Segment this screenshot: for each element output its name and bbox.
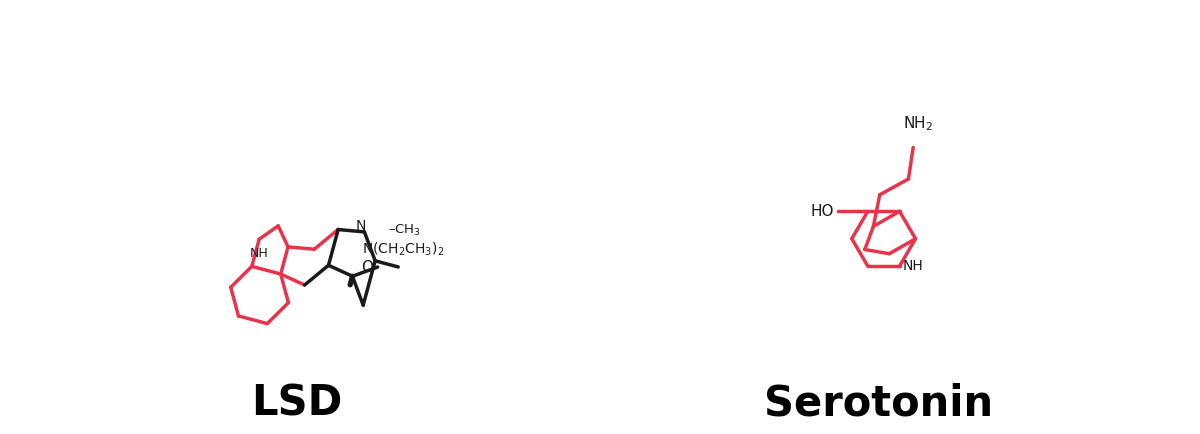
Text: O: O bbox=[361, 260, 373, 275]
Text: NH$_2$: NH$_2$ bbox=[904, 114, 934, 132]
Text: N: N bbox=[356, 219, 366, 233]
Text: HO: HO bbox=[811, 204, 834, 219]
Text: –CH$_3$: –CH$_3$ bbox=[388, 223, 421, 238]
Text: Serotonin: Serotonin bbox=[764, 383, 994, 424]
Text: N(CH$_2$CH$_3$)$_2$: N(CH$_2$CH$_3$)$_2$ bbox=[362, 241, 444, 258]
Text: LSD: LSD bbox=[251, 383, 342, 424]
Text: NH: NH bbox=[250, 247, 269, 260]
Text: NH: NH bbox=[902, 259, 923, 273]
